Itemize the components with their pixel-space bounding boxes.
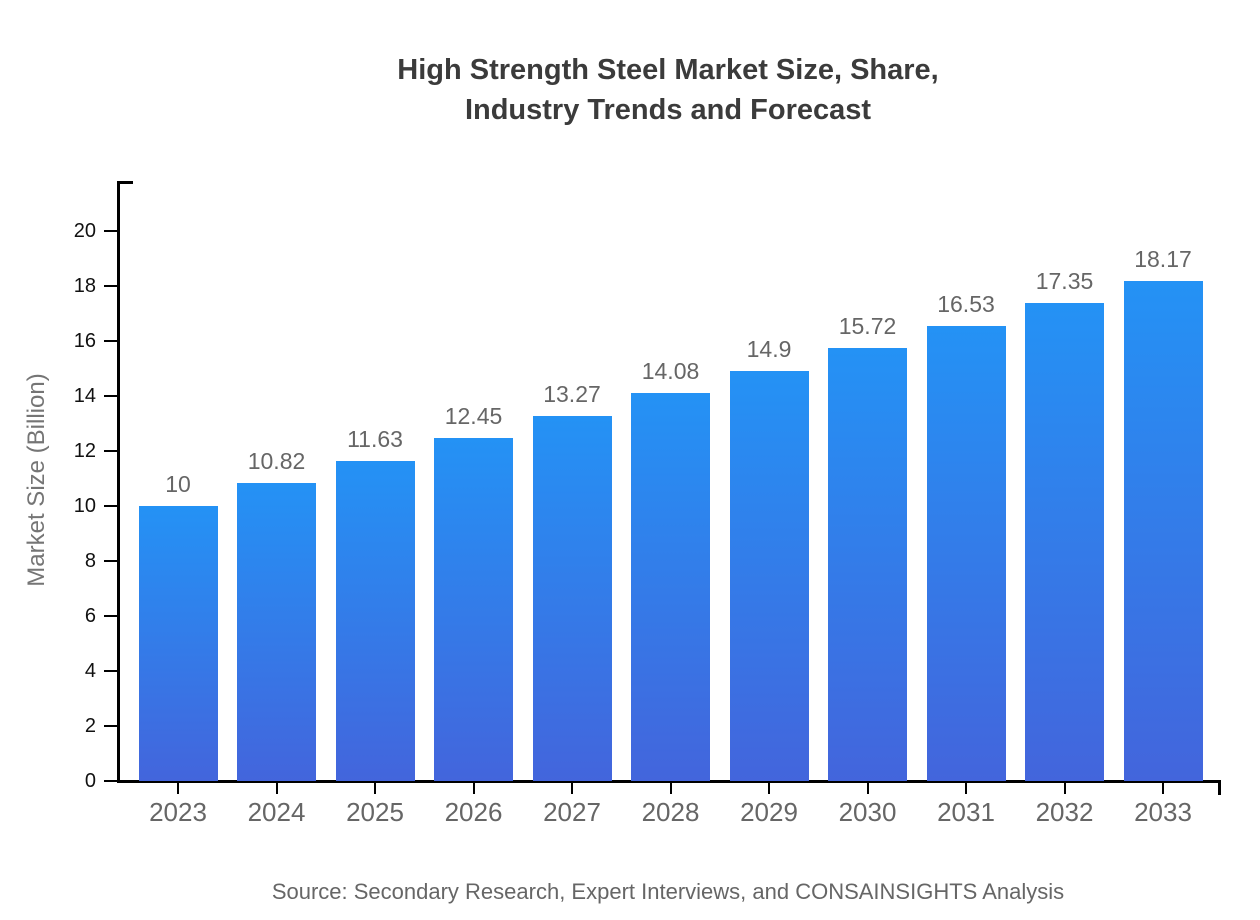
- y-tick-label: 6: [84, 605, 96, 627]
- y-axis-tick: [104, 230, 117, 232]
- x-axis-end-cap: [1218, 780, 1221, 795]
- y-axis-tick: [104, 615, 117, 617]
- x-tick-label: 2030: [838, 797, 897, 827]
- bar-value-label: 14.9: [746, 336, 792, 362]
- bar-2027: [532, 416, 612, 781]
- y-axis-tick: [104, 780, 117, 782]
- x-tick-label: 2028: [641, 797, 700, 827]
- x-axis-tick: [669, 783, 672, 794]
- y-axis-tick: [104, 725, 117, 727]
- bar-value-label: 12.45: [444, 403, 503, 429]
- bar-2028: [631, 393, 710, 781]
- bar-value-label: 17.35: [1035, 268, 1094, 294]
- x-tick-label: 2026: [444, 797, 503, 827]
- bar-2031: [926, 326, 1006, 781]
- x-tick-label: 2031: [937, 797, 995, 827]
- bar-value-label: 14.08: [641, 358, 700, 384]
- x-axis-tick: [374, 783, 376, 794]
- y-axis-tick: [104, 450, 117, 452]
- y-tick-label: 12: [73, 440, 96, 462]
- bar-2023: [138, 506, 218, 781]
- x-axis-tick: [275, 783, 278, 794]
- bar-value-label: 11.63: [347, 426, 403, 452]
- x-tick-label: 2033: [1134, 797, 1192, 827]
- y-axis-tick: [104, 285, 117, 287]
- y-tick-label: 16: [73, 330, 96, 352]
- bar-2029: [729, 371, 809, 781]
- y-tick-label: 0: [84, 770, 96, 792]
- x-axis-tick: [1162, 783, 1164, 794]
- chart-title-line-2: Industry Trends and Forecast: [464, 94, 872, 126]
- chart-title-line-1: High Strength Steel Market Size, Share,: [397, 54, 939, 86]
- y-tick-label: 20: [73, 220, 96, 242]
- bar-value-label: 15.72: [838, 313, 897, 339]
- x-tick-label: 2029: [740, 797, 798, 827]
- bar-value-label: 10.82: [247, 448, 306, 474]
- y-tick-label: 8: [84, 550, 96, 572]
- y-axis-tick: [104, 395, 117, 397]
- y-axis-tick: [104, 340, 117, 342]
- bar-value-label: 10: [165, 471, 191, 497]
- y-tick-label: 14: [73, 385, 96, 407]
- bar-2032: [1025, 303, 1104, 781]
- x-axis-tick: [866, 783, 869, 794]
- x-axis-tick: [472, 783, 475, 794]
- y-axis-tick: [104, 560, 117, 562]
- x-axis-line: [117, 780, 1221, 783]
- x-axis-tick: [1063, 783, 1066, 794]
- bar-value-label: 13.27: [543, 381, 601, 407]
- bar-2025: [335, 461, 415, 781]
- bar-2033: [1123, 281, 1203, 781]
- bar-2024: [237, 483, 316, 781]
- y-tick-label: 10: [73, 495, 96, 517]
- x-tick-label: 2023: [149, 797, 207, 827]
- y-tick-label: 4: [84, 660, 96, 682]
- x-tick-label: 2025: [346, 797, 404, 827]
- x-axis-tick: [571, 783, 573, 794]
- y-axis-top-cap: [117, 181, 133, 184]
- x-tick-label: 2024: [247, 797, 306, 827]
- y-axis-line: [117, 181, 120, 783]
- x-axis-tick: [768, 783, 770, 794]
- y-tick-label: 2: [84, 715, 96, 737]
- x-axis-tick: [177, 783, 179, 794]
- bar-value-label: 18.17: [1134, 246, 1192, 272]
- bar-value-label: 16.53: [937, 291, 995, 317]
- bar-2030: [828, 348, 907, 781]
- chart-title: High Strength Steel Market Size, Share, I…: [76, 50, 1260, 130]
- y-axis-tick: [104, 670, 117, 672]
- y-tick-label: 18: [73, 275, 96, 297]
- y-axis-tick: [104, 505, 117, 507]
- x-tick-label: 2027: [543, 797, 601, 827]
- bar-2026: [434, 438, 513, 781]
- x-axis-tick: [965, 783, 967, 794]
- x-tick-label: 2032: [1035, 797, 1094, 827]
- source-note: Source: Secondary Research, Expert Inter…: [271, 879, 1065, 904]
